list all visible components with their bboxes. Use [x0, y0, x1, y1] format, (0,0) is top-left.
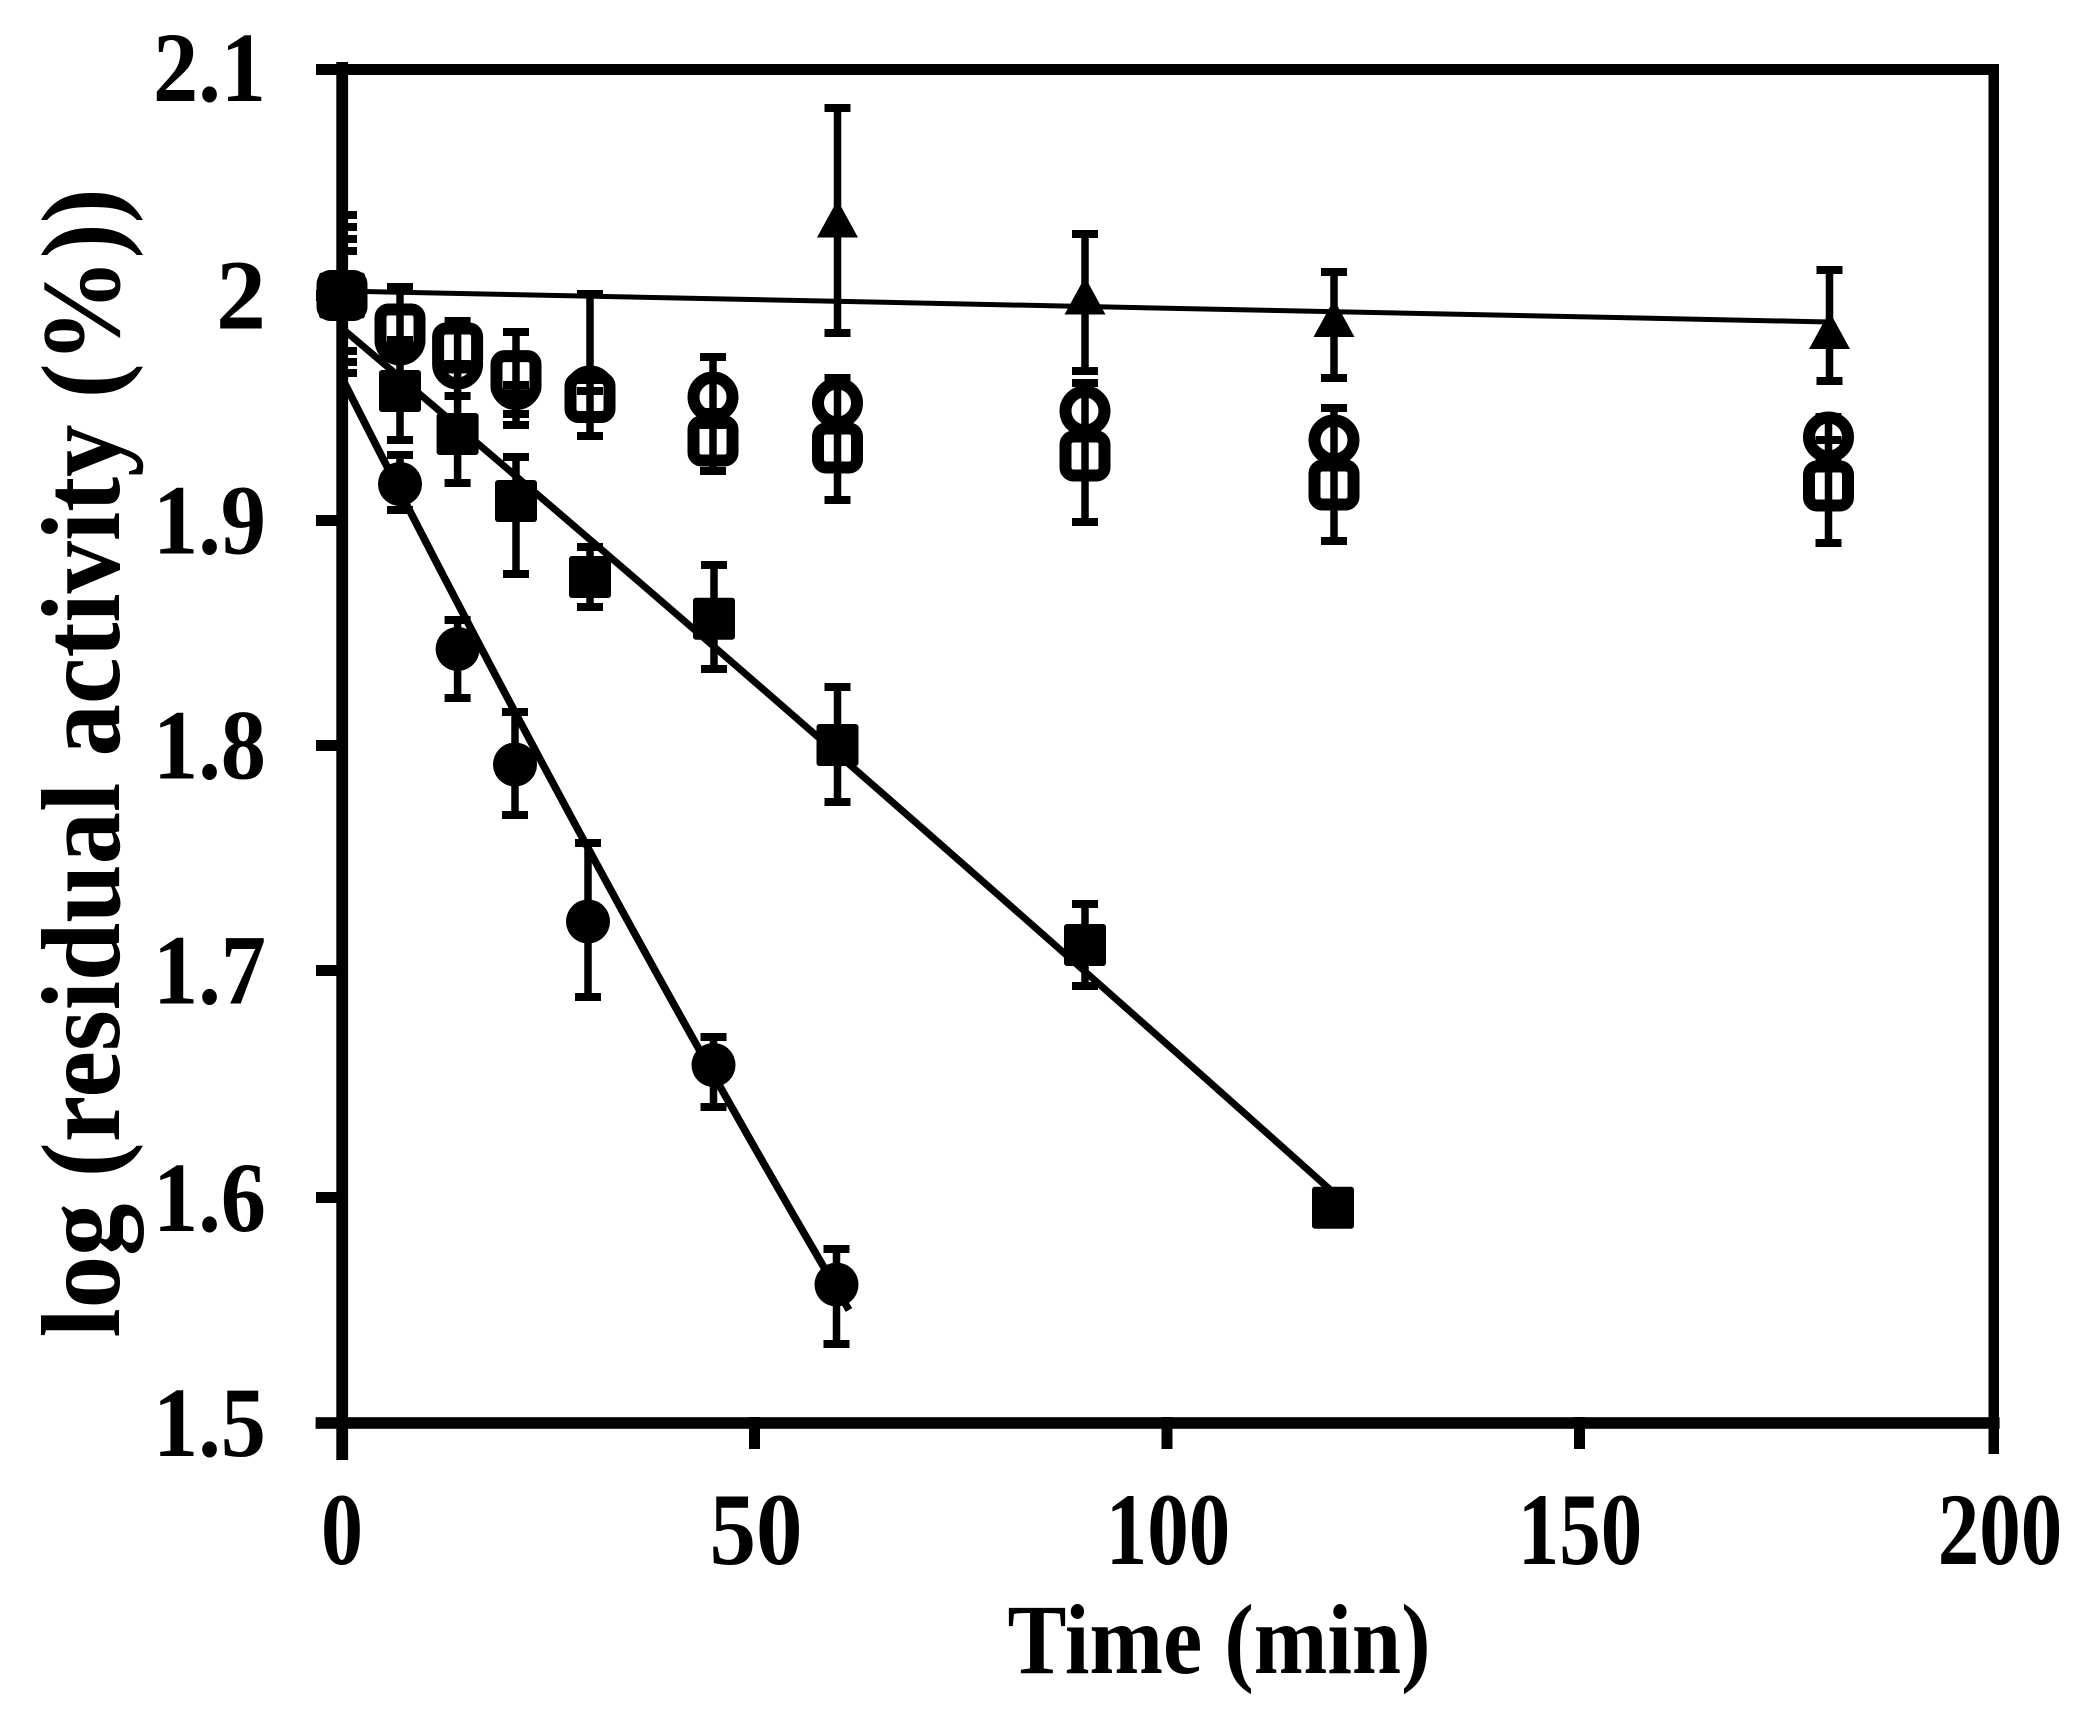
svg-text:0: 0 [321, 1473, 363, 1587]
svg-text:1.7: 1.7 [153, 915, 266, 1026]
svg-text:Time (min): Time (min) [1008, 1584, 1431, 1695]
svg-text:1.8: 1.8 [153, 690, 266, 801]
svg-text:150: 150 [1518, 1473, 1643, 1587]
svg-text:1.5: 1.5 [153, 1367, 266, 1478]
svg-text:log (residual activity (%)): log (residual activity (%)) [20, 189, 144, 1338]
svg-text:1.6: 1.6 [153, 1142, 266, 1253]
svg-text:100: 100 [1106, 1473, 1231, 1587]
svg-text:50: 50 [710, 1473, 803, 1587]
svg-text:2: 2 [216, 240, 266, 351]
svg-text:1.9: 1.9 [153, 465, 266, 576]
svg-text:200: 200 [1938, 1473, 2063, 1587]
svg-text:2.1: 2.1 [153, 12, 266, 123]
